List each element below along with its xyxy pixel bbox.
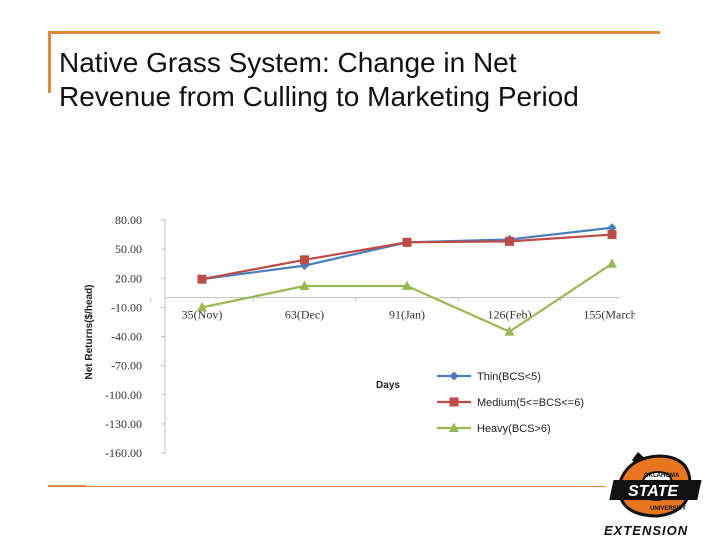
x-axis-label: Days xyxy=(376,380,400,391)
data-point xyxy=(504,326,515,336)
series-0 xyxy=(197,223,617,284)
y-tick-label: -100.00 xyxy=(105,388,142,402)
logo-text-main: STATE xyxy=(628,483,679,500)
data-point xyxy=(607,230,617,240)
series-2 xyxy=(197,258,617,336)
legend-label: Thin(BCS<5) xyxy=(477,371,541,383)
chart-series xyxy=(197,223,617,336)
legend-marker xyxy=(449,371,459,381)
data-point xyxy=(607,258,617,268)
y-tick-label: -10.00 xyxy=(111,300,142,314)
x-tick-label: 155(March) xyxy=(583,308,635,322)
y-tick-label: -70.00 xyxy=(111,359,142,373)
legend-item: Medium(5<=BCS<=6) xyxy=(437,397,584,409)
x-tick-label: 35(Nov) xyxy=(182,308,223,322)
series-1 xyxy=(197,230,617,284)
data-point xyxy=(607,223,617,233)
logo-text-top: OKLAHOMA xyxy=(644,473,680,479)
data-point xyxy=(505,236,514,246)
title-frame-top xyxy=(48,31,660,34)
data-point xyxy=(300,261,309,271)
y-tick-label: -40.00 xyxy=(111,330,142,344)
x-tick-label: 91(Jan) xyxy=(389,308,425,322)
series-line xyxy=(201,226,613,281)
logo-text-bottom: EXTENSION xyxy=(604,523,688,538)
y-tick-label: -130.00 xyxy=(105,417,142,431)
slide-title-line-2: Revenue from Culling to Marketing Period xyxy=(59,81,579,112)
footer-rule-right xyxy=(86,486,606,487)
slide-title: Native Grass System: Change in Net Reven… xyxy=(59,46,699,114)
net-returns-chart: 80.00 50.00 20.00 -10.00 -40.00 -70.00 -100.00… xyxy=(84,213,635,460)
title-frame-left xyxy=(48,31,51,93)
y-axis-label: Net Returns($/head) xyxy=(84,284,95,379)
chart-legend: Thin(BCS<5) Medium(5<=BCS<=6) Heavy(BCS>6) xyxy=(437,371,584,435)
footer-rule-left xyxy=(48,485,86,487)
legend-item: Heavy(BCS>6) xyxy=(437,422,551,435)
y-tick-label: 50.00 xyxy=(115,242,142,256)
logo-text-sub: UNIVERSITY xyxy=(650,506,686,512)
legend-label: Heavy(BCS>6) xyxy=(477,423,551,435)
legend-marker xyxy=(449,397,459,407)
data-point xyxy=(402,280,412,291)
slide-title-line-1: Native Grass System: Change in Net xyxy=(59,47,517,78)
data-point xyxy=(299,280,310,291)
legend-marker xyxy=(449,422,459,432)
osu-extension-logo: OKLAHOMA STATE UNIVERSITY EXTENSION xyxy=(604,452,702,538)
x-tick-label: 126(Feb) xyxy=(488,308,532,322)
y-tick-label: 20.00 xyxy=(115,271,142,285)
legend-label: Medium(5<=BCS<=6) xyxy=(477,397,584,409)
data-point xyxy=(197,274,207,284)
chart-axes: 80.00 50.00 20.00 -10.00 -40.00 -70.00 -100.00… xyxy=(105,213,635,460)
data-point xyxy=(300,255,309,265)
x-tick-label: 63(Dec) xyxy=(285,308,324,322)
legend-item: Thin(BCS<5) xyxy=(437,371,541,383)
data-point xyxy=(197,301,207,312)
y-tick-label: 80.00 xyxy=(115,213,142,227)
y-tick-label: -160.00 xyxy=(105,446,142,460)
data-point xyxy=(402,237,412,247)
